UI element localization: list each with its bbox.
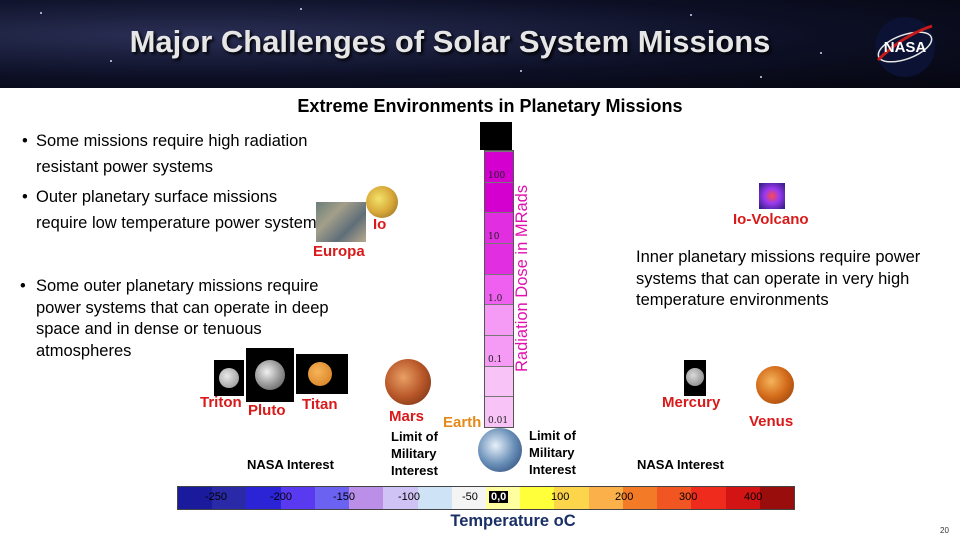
- radiation-scale: 100 10 1.0 0.1 0.01: [484, 150, 514, 428]
- radiation-axis-label: Radiation Dose in MRads: [513, 184, 531, 372]
- europa-label: Europa: [313, 243, 365, 260]
- titan-label: Titan: [302, 396, 338, 413]
- radiation-tick-label: 10: [488, 232, 500, 243]
- temperature-band: [178, 487, 213, 509]
- temperature-band: [246, 487, 281, 509]
- bullet-item: Outer planetary surface missions require…: [22, 184, 332, 236]
- radiation-band: [485, 273, 513, 305]
- temperature-band: [349, 487, 384, 509]
- radiation-band: [485, 181, 513, 213]
- temperature-band: [212, 487, 247, 509]
- radiation-tick-label: 100: [488, 171, 506, 181]
- slide-title: Major Challenges of Solar System Mission…: [129, 24, 771, 59]
- temperature-band: [554, 487, 589, 509]
- star: [520, 70, 522, 72]
- radiation-band: [485, 365, 513, 397]
- io-volcano-image: [759, 183, 785, 209]
- pluto-tile: [246, 348, 294, 402]
- page-number: 20: [940, 526, 949, 535]
- nasa-interest-right: NASA Interest: [637, 457, 724, 472]
- temperature-axis-label: Temperature oC: [0, 512, 960, 531]
- pluto-label: Pluto: [248, 402, 286, 419]
- io-label: Io: [373, 216, 387, 233]
- mercury-tile: [684, 360, 706, 396]
- earth-label: Earth: [443, 414, 482, 431]
- io-image: [366, 186, 398, 218]
- europa-image: [316, 202, 366, 242]
- mercury-label: Mercury: [662, 394, 721, 411]
- io-volcano-label: Io-Volcano: [733, 211, 809, 228]
- triton-label: Triton: [200, 394, 242, 411]
- temperature-tick-label: 100: [551, 491, 570, 503]
- titan-tile: [296, 354, 348, 394]
- temperature-tick-label: -200: [270, 491, 293, 503]
- temperature-band: [657, 487, 692, 509]
- mars-label: Mars: [389, 408, 425, 425]
- temperature-band: [759, 487, 794, 509]
- venus-label: Venus: [749, 413, 794, 430]
- mercury-image: [686, 368, 704, 386]
- temperature-band: [280, 487, 315, 509]
- venus-image: [756, 366, 794, 404]
- temperature-tick-label: 300: [679, 491, 698, 503]
- military-limit-left: Limit of Military Interest: [391, 429, 438, 478]
- star: [300, 8, 302, 10]
- star: [820, 52, 822, 54]
- nasa-interest-left: NASA Interest: [247, 457, 334, 472]
- temperature-tick-label: 200: [615, 491, 634, 503]
- star: [760, 76, 762, 78]
- radiation-band: [485, 151, 513, 182]
- nasa-logo-text: NASA: [884, 39, 927, 56]
- temperature-tick-label: 400: [744, 491, 763, 503]
- bullet-item: Some missions require high radiation res…: [22, 128, 332, 180]
- radiation-tick-label: 0.1: [488, 355, 503, 365]
- temperature-scale: [177, 486, 795, 510]
- military-limit-right: Limit of Military Interest: [529, 428, 576, 477]
- star: [110, 60, 112, 62]
- radiation-scale-top: [480, 122, 512, 150]
- bullet-list-2: Some outer planetary missions require po…: [20, 276, 360, 362]
- temperature-band: [383, 487, 418, 509]
- temperature-axis-text: Temperature oC: [450, 512, 576, 530]
- radiation-band: [485, 304, 513, 335]
- bullet-list: Some missions require high radiation res…: [22, 128, 332, 240]
- triton-image: [219, 368, 239, 388]
- radiation-band: [485, 212, 513, 243]
- subtitle: Extreme Environments in Planetary Missio…: [297, 96, 683, 116]
- temperature-band: [691, 487, 726, 509]
- temperature-tick-label: -150: [333, 491, 356, 503]
- temperature-tick-label: -250: [205, 491, 228, 503]
- temperature-band: [417, 487, 452, 509]
- bullet-item: Some outer planetary missions require po…: [20, 276, 360, 362]
- temperature-band: [622, 487, 658, 509]
- radiation-band: [485, 243, 513, 274]
- temperature-band: [588, 487, 623, 509]
- radiation-tick-label: 0.01: [488, 416, 509, 427]
- triton-tile: [214, 360, 244, 396]
- pluto-image: [255, 360, 285, 390]
- nasa-logo: NASA: [875, 17, 935, 77]
- title-banner: Major Challenges of Solar System Mission…: [0, 0, 960, 88]
- earth-image: [478, 428, 522, 472]
- star: [690, 14, 692, 16]
- radiation-band: [485, 396, 513, 427]
- temperature-tick-label: -50: [462, 491, 478, 503]
- temperature-band: [314, 487, 350, 509]
- inner-planet-text: Inner planetary missions require power s…: [636, 248, 921, 309]
- temperature-band: [725, 487, 760, 509]
- mars-image: [385, 359, 431, 405]
- temperature-tick-label: 0,0: [489, 491, 509, 503]
- radiation-tick-label: 1.0: [488, 293, 503, 304]
- temperature-band: [520, 487, 555, 509]
- temperature-tick-label: -100: [398, 491, 421, 503]
- star: [40, 12, 42, 14]
- temperature-band: [451, 487, 486, 509]
- titan-image: [308, 362, 332, 386]
- radiation-band: [485, 335, 513, 366]
